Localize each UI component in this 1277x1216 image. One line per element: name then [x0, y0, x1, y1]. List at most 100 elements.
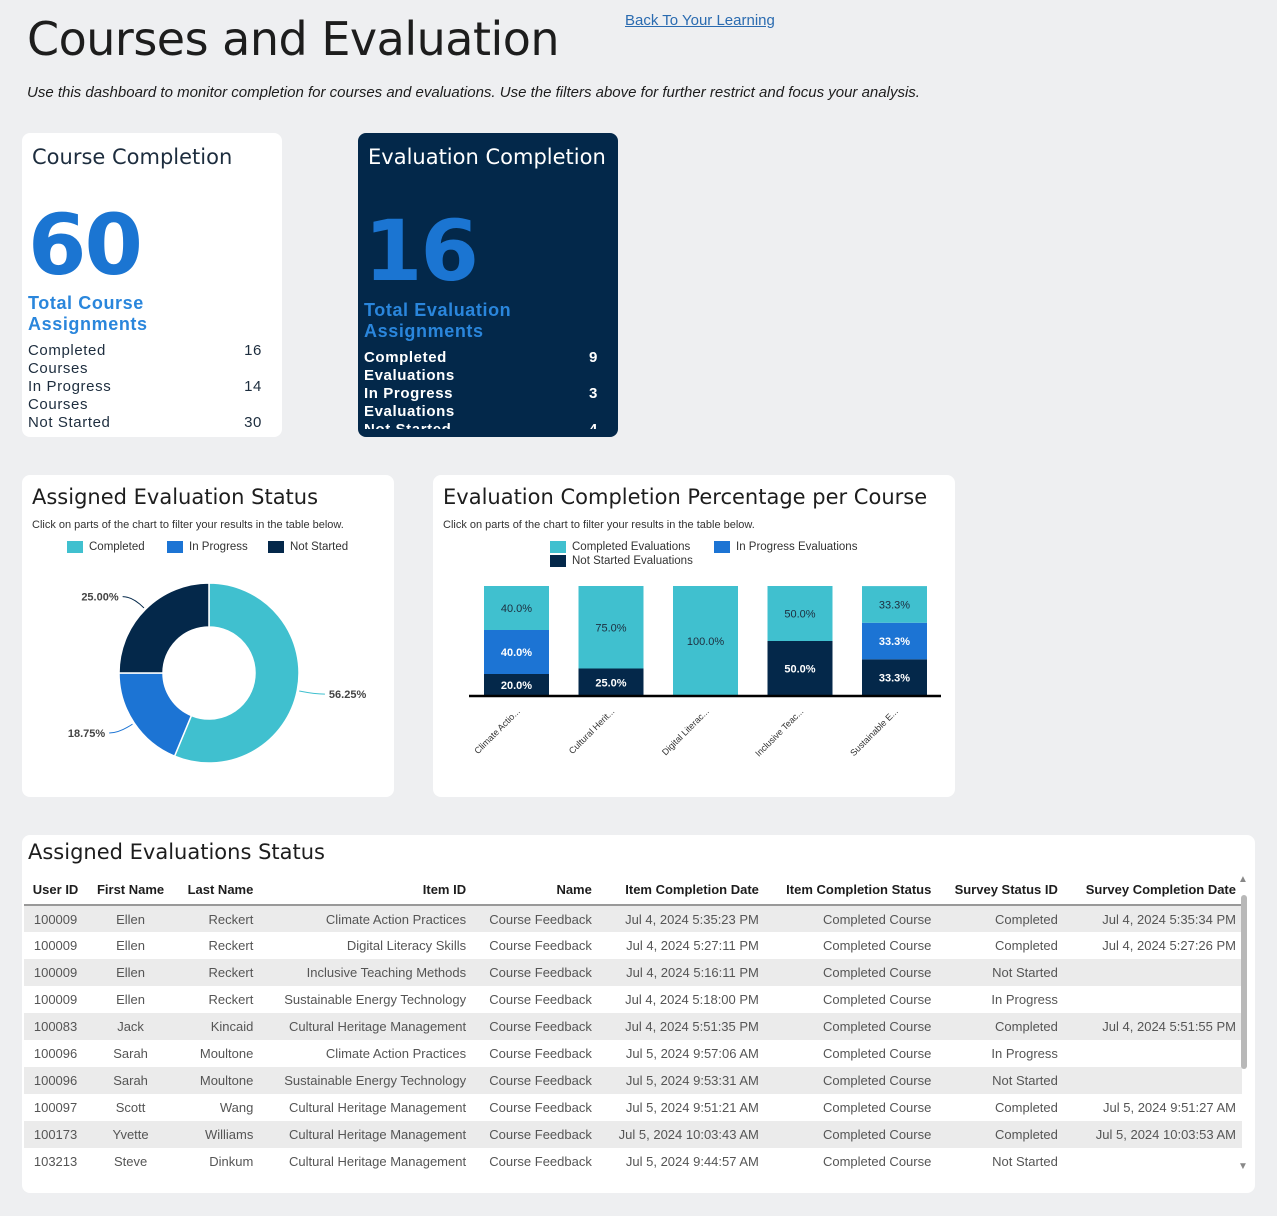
table-row[interactable]: 100009 Ellen Reckert Digital Literacy Skill…	[24, 932, 1242, 959]
table-cell: Course Feedback	[472, 1013, 598, 1040]
bar-segment-completed[interactable]	[673, 586, 738, 696]
table-row[interactable]: 100009 Ellen Reckert Inclusive Teaching Met…	[24, 959, 1242, 986]
scroll-thumb[interactable]	[1241, 895, 1247, 1069]
table-cell: Wang	[219, 1100, 254, 1115]
table-cell: Reckert	[174, 959, 260, 986]
bar-data-label: 33.3%	[879, 673, 910, 685]
evaluation-completion-card: Evaluation Completion 16 Total Evaluatio…	[358, 133, 618, 437]
legend-swatch	[550, 555, 566, 567]
table-cell: 100097	[33, 1100, 78, 1115]
table-cell: Completed Course	[822, 1154, 932, 1169]
table-cell: Scott	[115, 1100, 146, 1115]
bar-segment-not-started[interactable]	[767, 641, 833, 696]
bar-segment-in-progress[interactable]	[484, 630, 549, 674]
column-header[interactable]: Item Completion Date	[597, 875, 765, 906]
course-completion-card: Course Completion 60 Total Course Assign…	[22, 133, 282, 437]
bar-segment-completed[interactable]	[578, 586, 644, 669]
table-cell: Jul 4, 2024 5:27:11 PM	[626, 938, 759, 953]
column-header[interactable]: Item ID	[259, 875, 473, 906]
bar-segment-not-started[interactable]	[862, 659, 927, 696]
legend-in-progress[interactable]: In Progress	[167, 541, 248, 553]
column-header[interactable]: Survey Status ID	[937, 875, 1064, 906]
course-completion-title: Course Completion	[32, 145, 233, 169]
kpi-row-value: 4	[589, 421, 598, 429]
legend-completed-evaluations[interactable]: Completed Evaluations	[550, 541, 690, 553]
donut-chart-title: Assigned Evaluation Status	[32, 485, 319, 509]
table-row[interactable]: 103213 Steve Dinkum Cultural Heritage Manag…	[24, 1148, 1242, 1175]
table-cell: Completed Course	[764, 1121, 938, 1148]
column-header[interactable]: Survey Completion Date	[1063, 875, 1242, 906]
legend-swatch	[550, 541, 566, 553]
table-row[interactable]: 100009 Ellen Reckert Sustainable Energy Tec…	[24, 986, 1242, 1013]
table-cell: Ellen	[116, 938, 146, 953]
bar-segment-not-started[interactable]	[484, 674, 549, 696]
bar-data-label: 20.0%	[501, 680, 532, 692]
table-cell: Completed Course	[822, 1100, 932, 1115]
x-tick-label: Inclusive Teac...	[753, 706, 805, 758]
legend-swatch	[167, 541, 183, 553]
kpi-row-label: Not Started	[28, 414, 111, 431]
legend-completed[interactable]: Completed	[67, 541, 145, 553]
assigned-evaluation-status-card: Assigned Evaluation Status Click on part…	[22, 475, 394, 797]
legend-not-started-evaluations[interactable]: Not Started Evaluations	[550, 555, 693, 567]
table-cell: Moultone	[174, 1067, 260, 1094]
bar-segment-completed[interactable]	[862, 586, 927, 623]
table-row[interactable]: 100173 Yvette Williams Cultural Heritage Ma…	[24, 1121, 1242, 1148]
table-cell: Completed	[937, 1121, 1064, 1148]
evaluation-total-label: Total Evaluation Assignments	[364, 300, 512, 341]
kpi-row-value: 16	[244, 342, 262, 359]
kpi-row-in-progress-evaluations: In Progress Evaluations 3	[364, 385, 598, 421]
table-cell: Jul 5, 2024 9:53:31 AM	[597, 1067, 765, 1094]
table-cell: Course Feedback	[472, 1121, 598, 1148]
table-row[interactable]: 100096 Sarah Moultone Climate Action Practi…	[24, 1040, 1242, 1067]
column-header[interactable]: Last Name	[174, 875, 260, 906]
table-cell: Cultural Heritage Management	[259, 1121, 473, 1148]
donut-chart[interactable]: 56.25% 18.75% 25.00%	[22, 567, 394, 797]
scroll-up-icon[interactable]: ▲	[1238, 874, 1248, 885]
donut-data-label: 18.75%	[68, 728, 106, 740]
bar-segment-not-started[interactable]	[578, 668, 644, 697]
table-cell: Sustainable Energy Technology	[284, 992, 467, 1007]
table-cell: Ellen	[87, 905, 175, 932]
bar-segment-completed[interactable]	[767, 586, 833, 641]
legend-not-started[interactable]: Not Started	[268, 541, 348, 553]
table-row[interactable]: 100096 Sarah Moultone Sustainable Energy Te…	[24, 1067, 1242, 1094]
donut-leader-line	[122, 596, 145, 609]
table-cell: Jul 4, 2024 5:51:55 PM	[1063, 1013, 1242, 1040]
table-row[interactable]: 100083 Jack Kincaid Cultural Heritage Manag…	[24, 1013, 1242, 1040]
table-cell	[1064, 986, 1242, 1013]
table-cell: Cultural Heritage Management	[289, 1154, 467, 1169]
bar-segment-completed[interactable]	[484, 586, 549, 630]
back-to-learning-link[interactable]: Back To Your Learning	[625, 12, 775, 29]
table-cell: In Progress	[991, 1046, 1058, 1061]
bar-segment-in-progress[interactable]	[862, 622, 927, 660]
table-cell: 100009	[24, 959, 88, 986]
legend-label: Not Started Evaluations	[572, 555, 693, 567]
table-cell: Completed Course	[764, 959, 938, 986]
donut-data-label: 25.00%	[81, 592, 119, 604]
scroll-down-icon[interactable]: ▼	[1238, 1161, 1248, 1172]
donut-slice-completed[interactable]	[173, 582, 300, 764]
table-cell: Course Feedback	[489, 992, 592, 1007]
donut-slice-not-started[interactable]	[118, 582, 210, 674]
table-cell: Inclusive Teaching Methods	[259, 959, 473, 986]
column-header[interactable]: Name	[472, 875, 598, 906]
table-row[interactable]: 100097 Scott Wang Cultural Heritage Managem…	[24, 1094, 1242, 1121]
table-cell: Digital Literacy Skills	[346, 938, 467, 953]
column-header[interactable]: First Name	[87, 875, 175, 906]
column-header[interactable]: User ID	[24, 875, 88, 906]
column-header[interactable]: Item Completion Status	[764, 875, 938, 906]
legend-in-progress-evaluations[interactable]: In Progress Evaluations	[714, 541, 857, 553]
table-cell: 103213	[33, 1154, 78, 1169]
table-row[interactable]: 100009 Ellen Reckert Climate Action Practic…	[24, 905, 1242, 932]
evaluation-completion-title: Evaluation Completion	[368, 145, 606, 169]
table-scrollbar[interactable]: ▲ ▼	[1237, 874, 1249, 1177]
table-cell: Yvette	[87, 1121, 175, 1148]
stacked-bar-chart[interactable]: 20.0% 40.0% 40.0% Climate Actio... 25.0% 75.0…	[433, 575, 955, 797]
stacked-chart-hint: Click on parts of the chart to filter yo…	[443, 519, 755, 531]
table-cell: Completed Course	[764, 1067, 938, 1094]
page-title: Courses and Evaluation	[27, 12, 560, 66]
x-tick-label: Sustainable E...	[848, 706, 900, 758]
table-cell: Course Feedback	[489, 1100, 592, 1115]
table-cell	[1063, 959, 1242, 986]
